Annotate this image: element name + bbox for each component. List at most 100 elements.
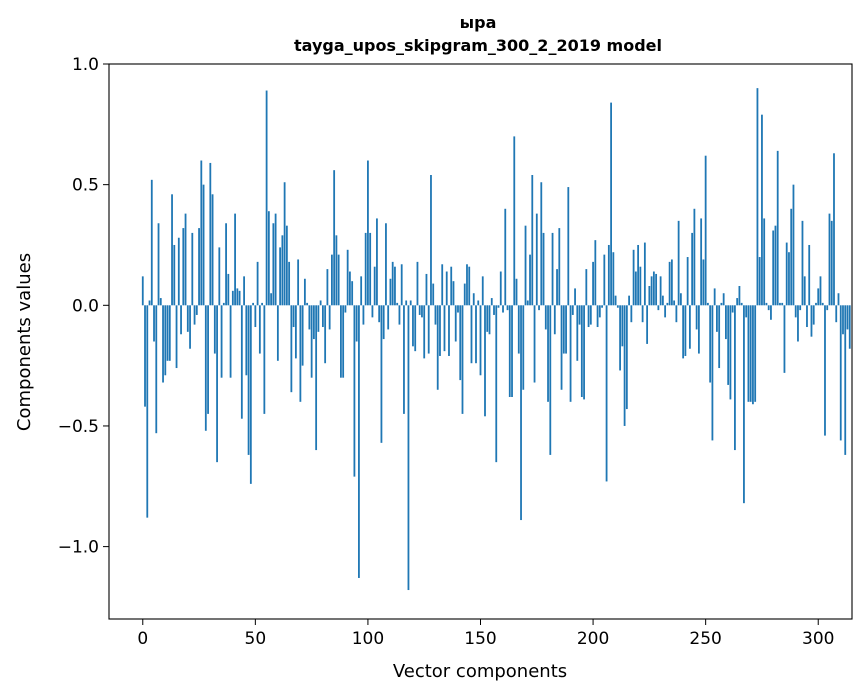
bar-217: [630, 305, 633, 323]
bar-86: [335, 235, 338, 306]
bar-243: [688, 305, 691, 349]
bar-300: [817, 288, 820, 306]
bar-171: [526, 300, 529, 306]
bar-297: [810, 305, 813, 337]
y-tick-label-1: 0.5: [72, 176, 99, 196]
bar-144: [466, 264, 468, 306]
bar-130: [434, 305, 437, 325]
bar-124: [421, 305, 423, 318]
bar-84: [331, 254, 333, 306]
bar-114: [398, 305, 401, 325]
y-tick-label-3: −0.5: [58, 417, 99, 437]
bar-100: [367, 160, 369, 306]
bar-284: [781, 302, 784, 306]
bar-254: [713, 288, 716, 306]
bar-135: [445, 271, 448, 306]
bar-182: [551, 232, 554, 306]
bar-240: [682, 305, 685, 359]
bar-285: [783, 305, 786, 373]
bar-56: [267, 211, 270, 306]
bar-82: [326, 269, 329, 306]
bar-150: [479, 305, 482, 376]
bar-50: [254, 305, 257, 328]
bar-91: [346, 249, 349, 306]
bar-0: [141, 276, 144, 306]
bar-148: [475, 305, 477, 364]
bar-299: [815, 302, 817, 306]
bar-104: [376, 218, 378, 306]
bar-275: [761, 114, 763, 306]
x-tick-label-50: 50: [245, 629, 267, 649]
bar-272: [754, 305, 757, 402]
bar-251: [707, 302, 709, 306]
bar-165: [513, 136, 516, 306]
bar-96: [358, 305, 360, 578]
bar-55: [265, 90, 268, 306]
bar-34: [218, 247, 221, 306]
bar-281: [774, 225, 777, 306]
bar-70: [299, 305, 302, 402]
bar-13: [171, 194, 173, 306]
bar-92: [349, 271, 351, 306]
bar-132: [439, 305, 441, 356]
bar-28: [204, 305, 207, 431]
bar-191: [571, 305, 574, 315]
bar-231: [661, 295, 664, 306]
bar-14: [173, 244, 176, 306]
bar-38: [227, 273, 230, 306]
x-tick-label-150: 150: [464, 629, 496, 649]
bar-45: [243, 276, 245, 306]
bar-139: [454, 305, 457, 342]
bar-138: [452, 281, 455, 306]
bar-17: [180, 305, 182, 335]
bar-158: [497, 305, 500, 308]
bar-265: [738, 286, 741, 306]
y-axis-label: Components values: [14, 253, 35, 431]
bar-267: [743, 305, 745, 504]
bar-263: [734, 305, 736, 451]
bar-250: [704, 155, 707, 306]
bar-128: [430, 175, 432, 306]
bar-35: [220, 305, 223, 378]
bar-65: [288, 261, 291, 306]
bar-208: [610, 102, 612, 306]
bar-22: [191, 232, 194, 306]
bar-266: [740, 302, 743, 306]
bar-274: [758, 257, 761, 306]
x-tick-label-250: 250: [689, 629, 721, 649]
bar-5: [153, 305, 155, 342]
bar-58: [272, 223, 275, 306]
bar-18: [182, 228, 185, 306]
bar-51: [256, 261, 259, 306]
bar-127: [427, 305, 430, 354]
bar-147: [472, 293, 475, 306]
bar-163: [508, 305, 511, 397]
bar-68: [294, 305, 297, 359]
bar-298: [812, 305, 815, 325]
bar-4: [150, 179, 153, 306]
bar-241: [684, 305, 687, 356]
bar-39: [229, 305, 232, 378]
bar-103: [373, 266, 376, 306]
bar-121: [414, 305, 417, 352]
bar-269: [747, 305, 750, 402]
bar-314: [848, 305, 851, 349]
bar-44: [240, 305, 243, 419]
bar-141: [459, 305, 462, 381]
bar-222: [641, 305, 644, 323]
bar-164: [511, 305, 513, 397]
bar-33: [216, 305, 218, 463]
bar-236: [673, 300, 676, 306]
bar-213: [621, 305, 624, 347]
bar-260: [727, 305, 730, 385]
bar-309: [837, 293, 840, 306]
bar-242: [686, 257, 689, 306]
bar-174: [533, 305, 536, 383]
bar-69: [297, 259, 300, 306]
x-tick-label-100: 100: [352, 629, 384, 649]
bar-256: [718, 305, 721, 369]
bar-113: [396, 302, 399, 306]
bar-179: [544, 305, 547, 330]
bar-185: [558, 228, 561, 306]
bar-95: [355, 305, 358, 342]
